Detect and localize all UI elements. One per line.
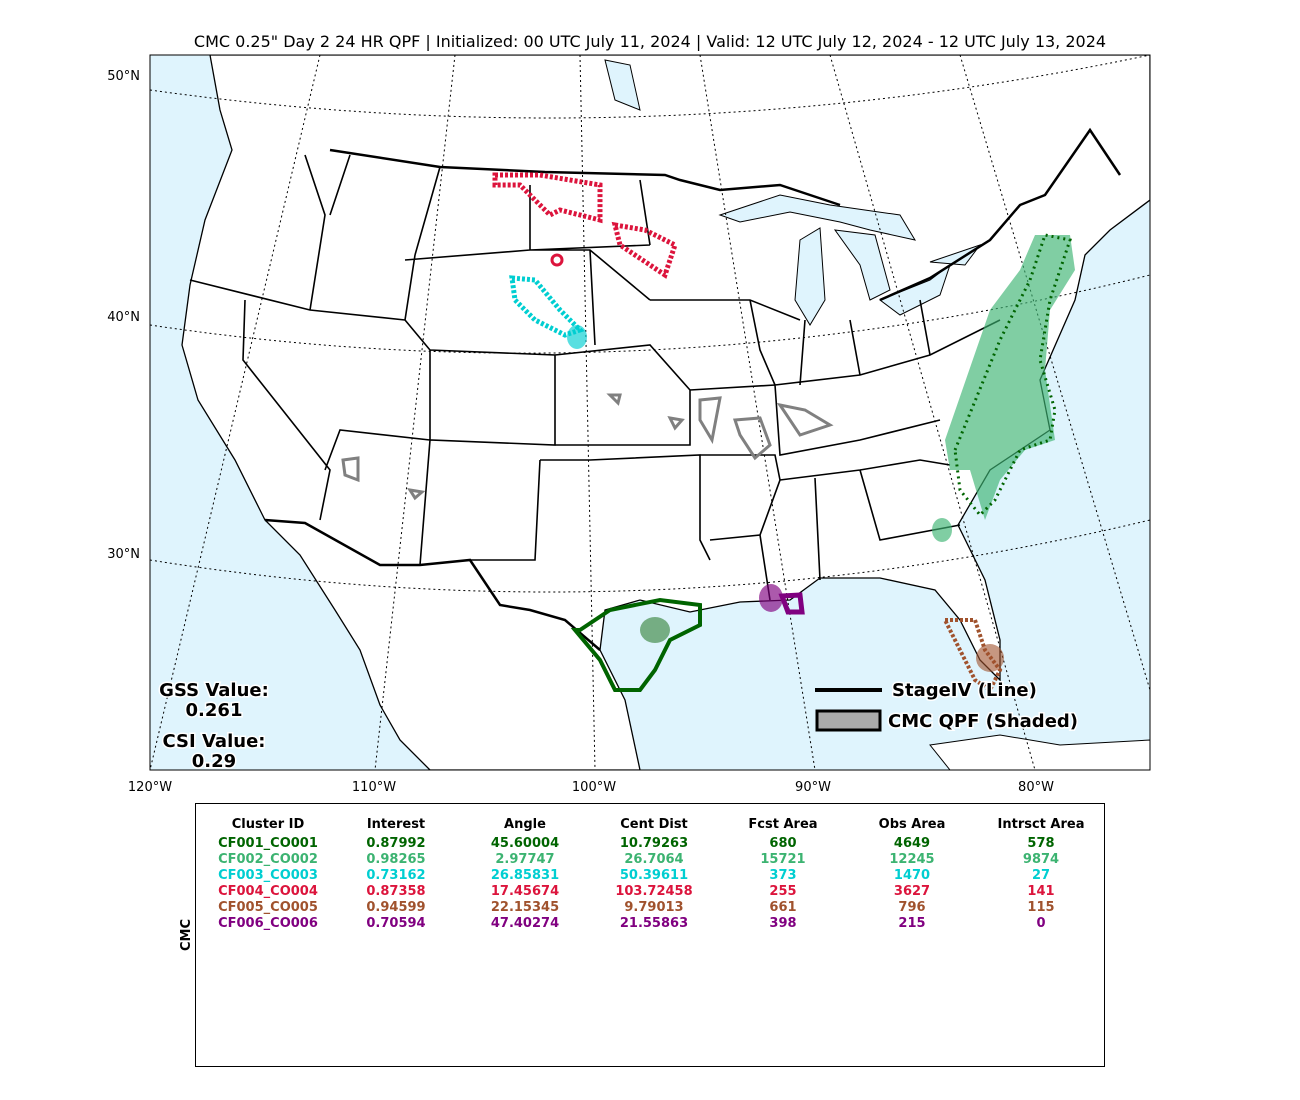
lon-label: 90°W xyxy=(795,780,831,795)
table-cell: 9874 xyxy=(1023,852,1059,867)
cluster-area xyxy=(932,518,952,542)
table-header: Fcst Area xyxy=(748,817,817,832)
table-cell: 680 xyxy=(769,836,796,851)
cluster-outline xyxy=(492,172,679,279)
csi-label: CSI Value: xyxy=(163,731,266,752)
table-cell: 26.85831 xyxy=(491,868,559,883)
table-cell: 373 xyxy=(769,868,796,883)
table-cell: 9.79013 xyxy=(624,900,683,915)
table-cell: 0.98265 xyxy=(366,852,425,867)
cluster-outline xyxy=(953,233,1072,518)
table-cell: 45.60004 xyxy=(491,836,559,851)
table-header: Interest xyxy=(367,817,425,832)
table-cell: 47.40274 xyxy=(491,916,559,931)
table-cell: 0.94599 xyxy=(366,900,425,915)
table-cell: CF006_CO006 xyxy=(218,916,318,931)
table-header: Intrsct Area xyxy=(998,817,1085,832)
table-cell: 141 xyxy=(1027,884,1054,899)
table-cell: 0.70594 xyxy=(366,916,425,931)
lake xyxy=(794,227,826,326)
table-cell: 27 xyxy=(1032,868,1050,883)
title: CMC 0.25" Day 2 24 HR QPF | Initialized:… xyxy=(194,32,1106,51)
table-cell: 26.7064 xyxy=(624,852,683,867)
cluster-area xyxy=(759,584,783,612)
lon-label: 120°W xyxy=(128,780,172,795)
lon-label: 100°W xyxy=(572,780,616,795)
table-cell: 103.72458 xyxy=(615,884,692,899)
lon-label: 110°W xyxy=(352,780,396,795)
table-cell: 0.87992 xyxy=(366,836,425,851)
cluster-outline xyxy=(941,618,1003,693)
table-header: Angle xyxy=(504,817,546,832)
gss-value: 0.261 xyxy=(186,700,243,721)
clusters xyxy=(341,172,1075,693)
csi-value: 0.29 xyxy=(192,751,236,772)
table-cell: 1470 xyxy=(894,868,930,883)
cluster-outline xyxy=(778,592,805,615)
table-header: Obs Area xyxy=(879,817,946,832)
table-cell: 12245 xyxy=(889,852,934,867)
legend-swatch xyxy=(815,709,882,732)
cluster-area xyxy=(976,644,1004,672)
table-header: Cluster ID xyxy=(232,817,305,832)
lake xyxy=(833,229,891,301)
gss-label: GSS Value: xyxy=(159,680,269,701)
cluster-outline xyxy=(341,393,834,501)
lake xyxy=(718,194,917,241)
table-frame xyxy=(195,803,1105,1067)
table-cell: 0 xyxy=(1036,916,1045,931)
table-cell: CF005_CO005 xyxy=(218,900,318,915)
state-lines xyxy=(189,154,1001,601)
cluster-area xyxy=(640,617,670,643)
cluster-outline xyxy=(550,253,564,267)
legend-entry: StageIV (Line) xyxy=(892,680,1037,701)
table-cell: 398 xyxy=(769,916,796,931)
table-header: Cent Dist xyxy=(620,817,688,832)
table-cell: CF003_CO003 xyxy=(218,868,318,883)
legend-entry: CMC QPF (Shaded) xyxy=(888,711,1078,732)
table-cell: CF001_CO001 xyxy=(218,836,318,851)
cluster-area xyxy=(567,325,587,349)
lake xyxy=(929,244,982,266)
table-cell: 796 xyxy=(898,900,925,915)
graticule xyxy=(150,55,1150,770)
table-cell: 2.97747 xyxy=(495,852,554,867)
table-cell: 4649 xyxy=(894,836,930,851)
table: Cluster ID Interest Angle Cent Dist Fcst Are… xyxy=(218,817,1084,931)
table-cell: 0.73162 xyxy=(366,868,425,883)
table-cell: 3627 xyxy=(894,884,930,899)
lon-label: 80°W xyxy=(1018,780,1054,795)
table-cell: CF004_CO004 xyxy=(218,884,318,899)
cluster-outline xyxy=(570,597,702,692)
table-cell: 10.79263 xyxy=(620,836,688,851)
table-cell: 255 xyxy=(769,884,796,899)
border xyxy=(329,127,1122,302)
cluster-area xyxy=(945,235,1075,520)
table-cell: 21.55863 xyxy=(620,916,688,931)
lake xyxy=(878,263,951,316)
table-cell: 15721 xyxy=(760,852,805,867)
table-cell: 50.39611 xyxy=(620,868,688,883)
table-cell: 22.15345 xyxy=(491,900,559,915)
table-cell: 215 xyxy=(898,916,925,931)
lat-label: 40°N xyxy=(107,310,140,325)
table-cell: 661 xyxy=(769,900,796,915)
lake xyxy=(604,59,641,111)
table-cell: 115 xyxy=(1027,900,1054,915)
map-frame xyxy=(149,54,1151,771)
land xyxy=(929,734,1150,770)
table-cell: 0.87358 xyxy=(366,884,425,899)
lat-label: 30°N xyxy=(107,547,140,562)
table-cell: 17.45674 xyxy=(491,884,559,899)
lat-label: 50°N xyxy=(107,69,140,84)
table-side-label: CMC xyxy=(179,919,194,951)
table-cell: CF002_CO002 xyxy=(218,852,318,867)
table-cell: 578 xyxy=(1027,836,1054,851)
map xyxy=(150,55,1150,770)
